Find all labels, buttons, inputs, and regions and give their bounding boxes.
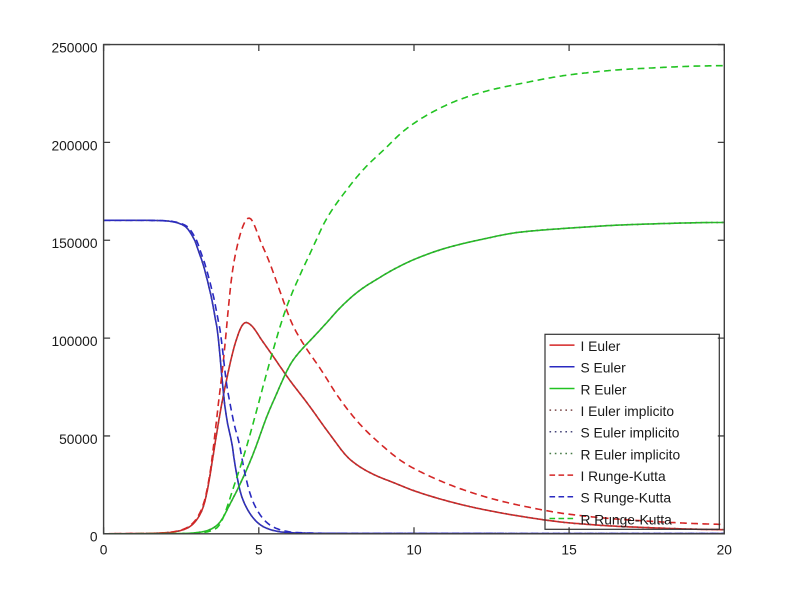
svg-text:R Runge-Kutta: R Runge-Kutta (581, 512, 673, 527)
svg-text:150000: 150000 (51, 236, 97, 251)
svg-text:100000: 100000 (51, 334, 97, 349)
svg-text:15: 15 (561, 543, 577, 558)
svg-text:0: 0 (100, 543, 108, 558)
svg-text:50000: 50000 (59, 432, 98, 447)
svg-text:S Runge-Kutta: S Runge-Kutta (581, 491, 672, 506)
svg-text:R Euler: R Euler (581, 382, 627, 397)
svg-text:10: 10 (406, 543, 422, 558)
svg-text:5: 5 (255, 543, 263, 558)
svg-text:S Euler: S Euler (581, 361, 627, 376)
svg-text:0: 0 (90, 530, 98, 545)
svg-text:I Runge-Kutta: I Runge-Kutta (581, 469, 666, 484)
svg-text:I Euler: I Euler (581, 339, 621, 354)
svg-text:250000: 250000 (51, 40, 97, 55)
svg-text:200000: 200000 (51, 138, 97, 153)
svg-text:20: 20 (717, 543, 733, 558)
svg-text:I Euler implicito: I Euler implicito (581, 404, 675, 419)
svg-text:S Euler implicito: S Euler implicito (581, 426, 680, 441)
svg-text:R Euler implicito: R Euler implicito (581, 447, 681, 462)
